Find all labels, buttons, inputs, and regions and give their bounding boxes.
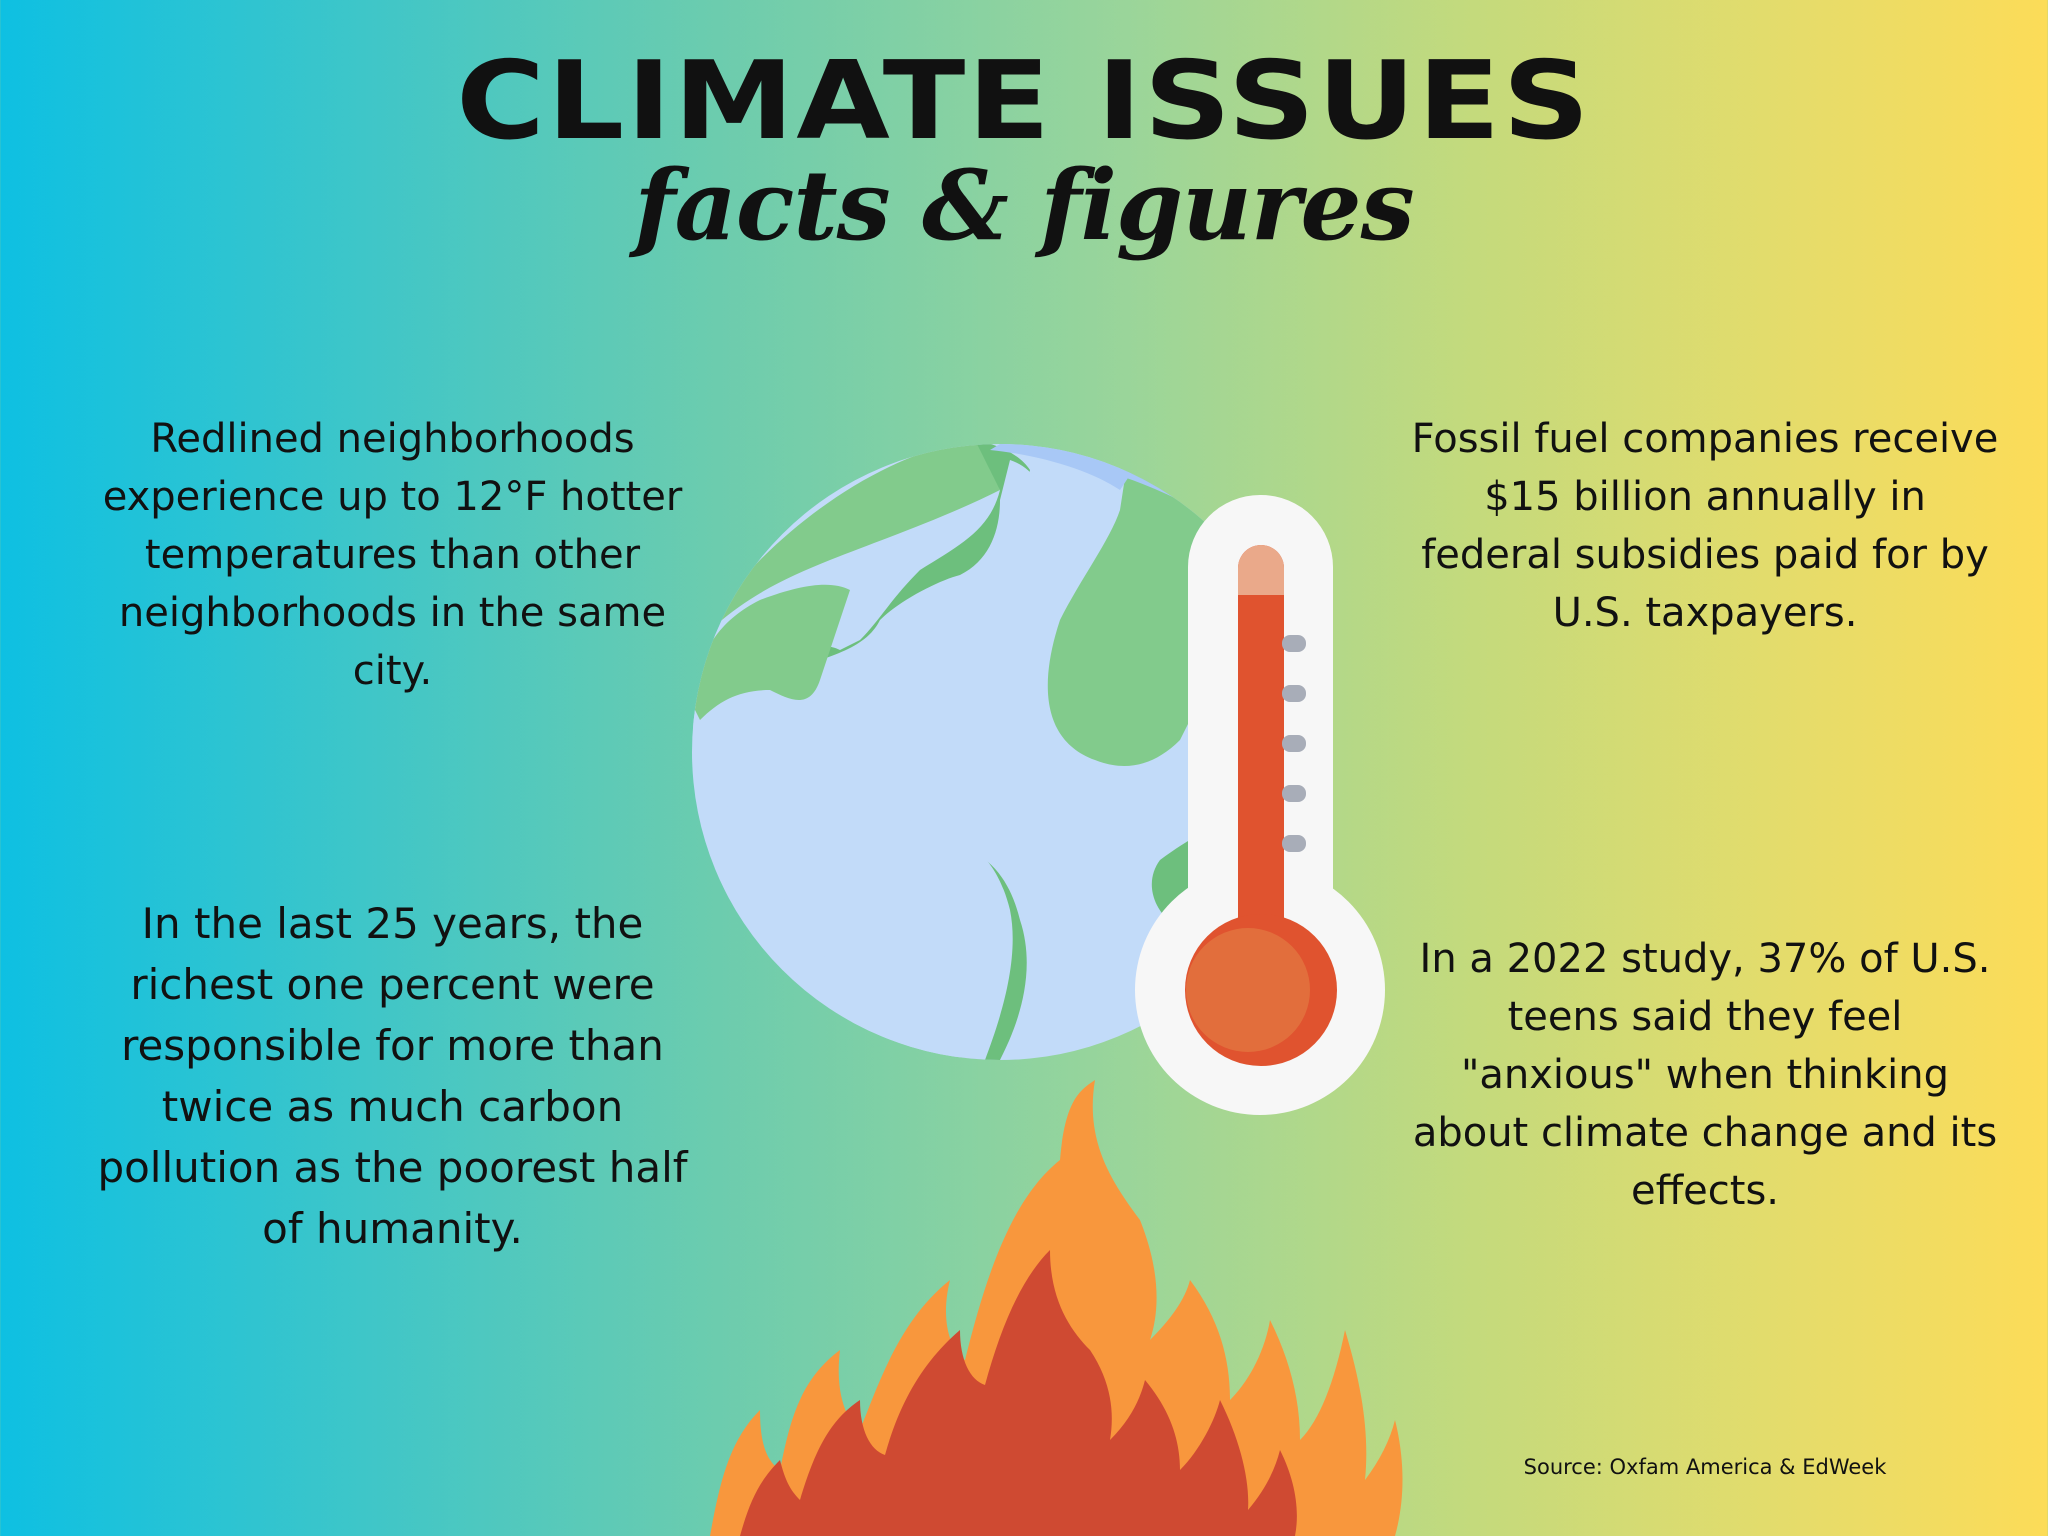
fact-carbon-pollution: In the last 25 years, the richest one pe… (97, 899, 688, 1253)
page-subtitle: facts & figures (634, 149, 1414, 262)
page-title: CLIMATE ISSUES (456, 39, 1592, 164)
fact-redlined-neighborhoods: Redlined neighborhoods experience up to … (102, 416, 683, 694)
fact-teen-climate-anxiety: In a 2022 study, 37% of U.S. teens said … (1412, 936, 1998, 1214)
source-citation: Source: Oxfam America & EdWeek (1523, 1455, 1887, 1479)
fire-flames-icon (710, 1080, 1403, 1536)
thermometer-icon (1135, 495, 1385, 1115)
fact-fossil-fuel-subsidies: Fossil fuel companies receive $15 billio… (1411, 416, 1999, 636)
